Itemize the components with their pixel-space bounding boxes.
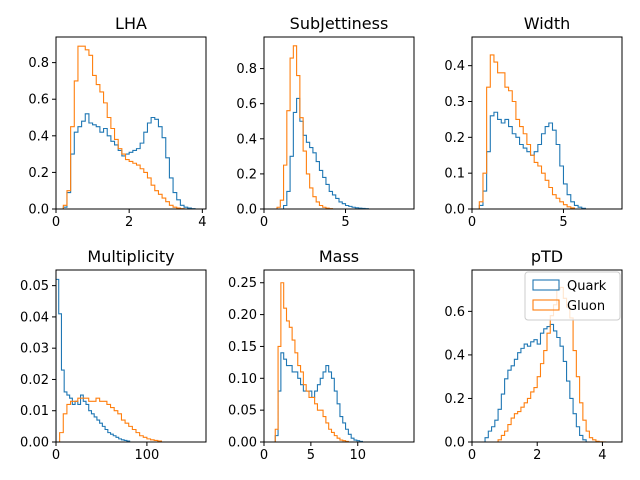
y-tick-label: 0.6 [236, 97, 257, 112]
x-tick-label: 100 [134, 448, 159, 463]
y-tick-label: 0.15 [228, 340, 257, 355]
panel-multiplicity: 0 100 0.00 0.01 0.02 0.03 0.04 0.05 Multiplicity [20, 247, 207, 463]
y-tick-label: 0.0 [236, 203, 257, 218]
y-tick-label: 0.10 [228, 372, 257, 387]
panel-ptd: 0 2 4 0.0 0.2 0.4 0.6 pTD [444, 247, 623, 463]
x-tick-label: 0 [260, 215, 268, 230]
legend-label-quark: Quark [567, 279, 607, 294]
panel-mass: 0 5 10 0.00 0.05 0.10 0.15 0.20 0.25 Mass [228, 247, 415, 463]
panel-title: Multiplicity [87, 247, 174, 266]
panel-width: 0 5 0.0 0.1 0.2 0.3 0.4 Width [444, 14, 623, 230]
y-tick-label: 0.01 [20, 404, 49, 419]
y-tick-label: 0.4 [444, 59, 465, 74]
y-tick-label: 0.2 [236, 167, 257, 182]
panel-subjettiness: 0 5 0.0 0.2 0.4 0.6 0.8 SubJettiness [236, 14, 415, 230]
axes-frame [263, 36, 415, 210]
legend-box [524, 271, 621, 321]
y-tick-label: 0.00 [228, 436, 257, 451]
y-tick-label: 0.04 [20, 310, 49, 325]
x-tick-label: 4 [198, 215, 206, 230]
x-tick-label: 0 [52, 215, 60, 230]
legend-swatch-gluon [532, 299, 560, 311]
y-tick-label: 0.00 [20, 436, 49, 451]
x-tick-label: 4 [598, 448, 606, 463]
y-tick-label: 0.4 [444, 348, 465, 363]
x-tick-label: 0 [468, 448, 476, 463]
y-tick-label: 0.25 [228, 276, 257, 291]
panel-lha: 0 2 4 0.0 0.2 0.4 0.6 0.8 LHA [28, 14, 207, 230]
axes-frame [471, 36, 623, 210]
histogram-quark [62, 113, 196, 209]
histogram-gluon [478, 54, 575, 209]
histogram-quark [283, 97, 369, 209]
histogram-gluon [274, 282, 349, 442]
y-tick-label: 0.0 [444, 436, 465, 451]
x-tick-label: 2 [125, 215, 133, 230]
legend-swatch-quark [532, 279, 560, 291]
y-tick-label: 0.2 [444, 131, 465, 146]
y-tick-label: 0.0 [444, 203, 465, 218]
y-tick-label: 0.3 [444, 95, 465, 110]
y-tick-label: 0.6 [28, 93, 49, 108]
panel-title: Mass [319, 247, 359, 266]
axes-frame [55, 36, 207, 210]
y-tick-label: 0.05 [20, 279, 49, 294]
y-tick-label: 0.8 [236, 62, 257, 77]
panel-title: SubJettiness [290, 14, 389, 33]
y-tick-label: 0.6 [444, 305, 465, 320]
legend: Quark Gluon [524, 271, 621, 321]
x-tick-label: 0 [260, 448, 268, 463]
x-tick-label: 5 [341, 215, 349, 230]
y-tick-label: 0.4 [28, 129, 49, 144]
y-tick-label: 0.4 [236, 132, 257, 147]
legend-label-gluon: Gluon [567, 299, 605, 314]
panel-title: pTD [531, 247, 563, 266]
histogram-quark [56, 278, 131, 442]
histogram-quark [274, 352, 363, 442]
x-tick-label: 2 [533, 448, 541, 463]
panel-title: LHA [115, 14, 147, 33]
y-tick-label: 0.02 [20, 373, 49, 388]
x-tick-label: 5 [307, 448, 315, 463]
y-tick-label: 0.1 [444, 167, 465, 182]
x-tick-label: 5 [559, 215, 567, 230]
x-tick-label: 0 [52, 448, 60, 463]
y-tick-label: 0.20 [228, 308, 257, 323]
y-tick-label: 0.05 [228, 404, 257, 419]
y-tick-label: 0.8 [28, 56, 49, 71]
panel-title: Width [524, 14, 570, 33]
x-tick-label: 0 [468, 215, 476, 230]
histogram-gluon [276, 45, 334, 209]
histogram-gluon [59, 397, 163, 442]
y-tick-label: 0.2 [28, 166, 49, 181]
axes-frame [471, 269, 623, 443]
histogram-quark [478, 111, 586, 209]
axes-frame [55, 269, 207, 443]
y-tick-label: 0.2 [444, 392, 465, 407]
y-tick-label: 0.0 [28, 203, 49, 218]
histogram-gluon [62, 45, 185, 209]
axes-frame [263, 269, 415, 443]
x-tick-label: 10 [349, 448, 366, 463]
histogram-quark [484, 323, 587, 442]
y-tick-label: 0.03 [20, 342, 49, 357]
